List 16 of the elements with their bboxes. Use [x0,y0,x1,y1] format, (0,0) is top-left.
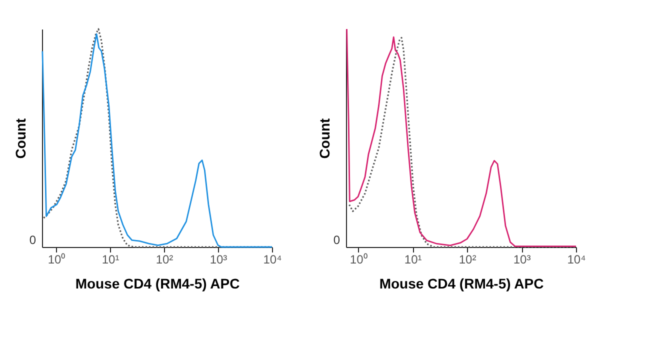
x-axis-title: Mouse CD4 (RM4-5) APC [75,276,240,292]
text: 0 [333,233,340,247]
x-tick-label: 10⁴ [263,252,282,266]
x-tick-label: 10³ [513,252,531,266]
x-axis-title: Mouse CD4 (RM4-5) APC [379,276,544,292]
x-tick-label: 10¹ [102,252,120,266]
x-tick-label: 10⁰ [48,252,66,266]
y-axis-title: Count [316,118,332,159]
x-tick-label: 10¹ [404,252,422,266]
x-tick-label: 10² [156,252,174,266]
x-tick-label: 10² [458,252,476,266]
y-axis-title: Count [12,118,28,159]
x-tick-label: 10⁰ [350,252,368,266]
x-tick-label: 10⁴ [567,252,586,266]
x-tick-label: 10³ [210,252,228,266]
text: 0 [29,233,36,247]
